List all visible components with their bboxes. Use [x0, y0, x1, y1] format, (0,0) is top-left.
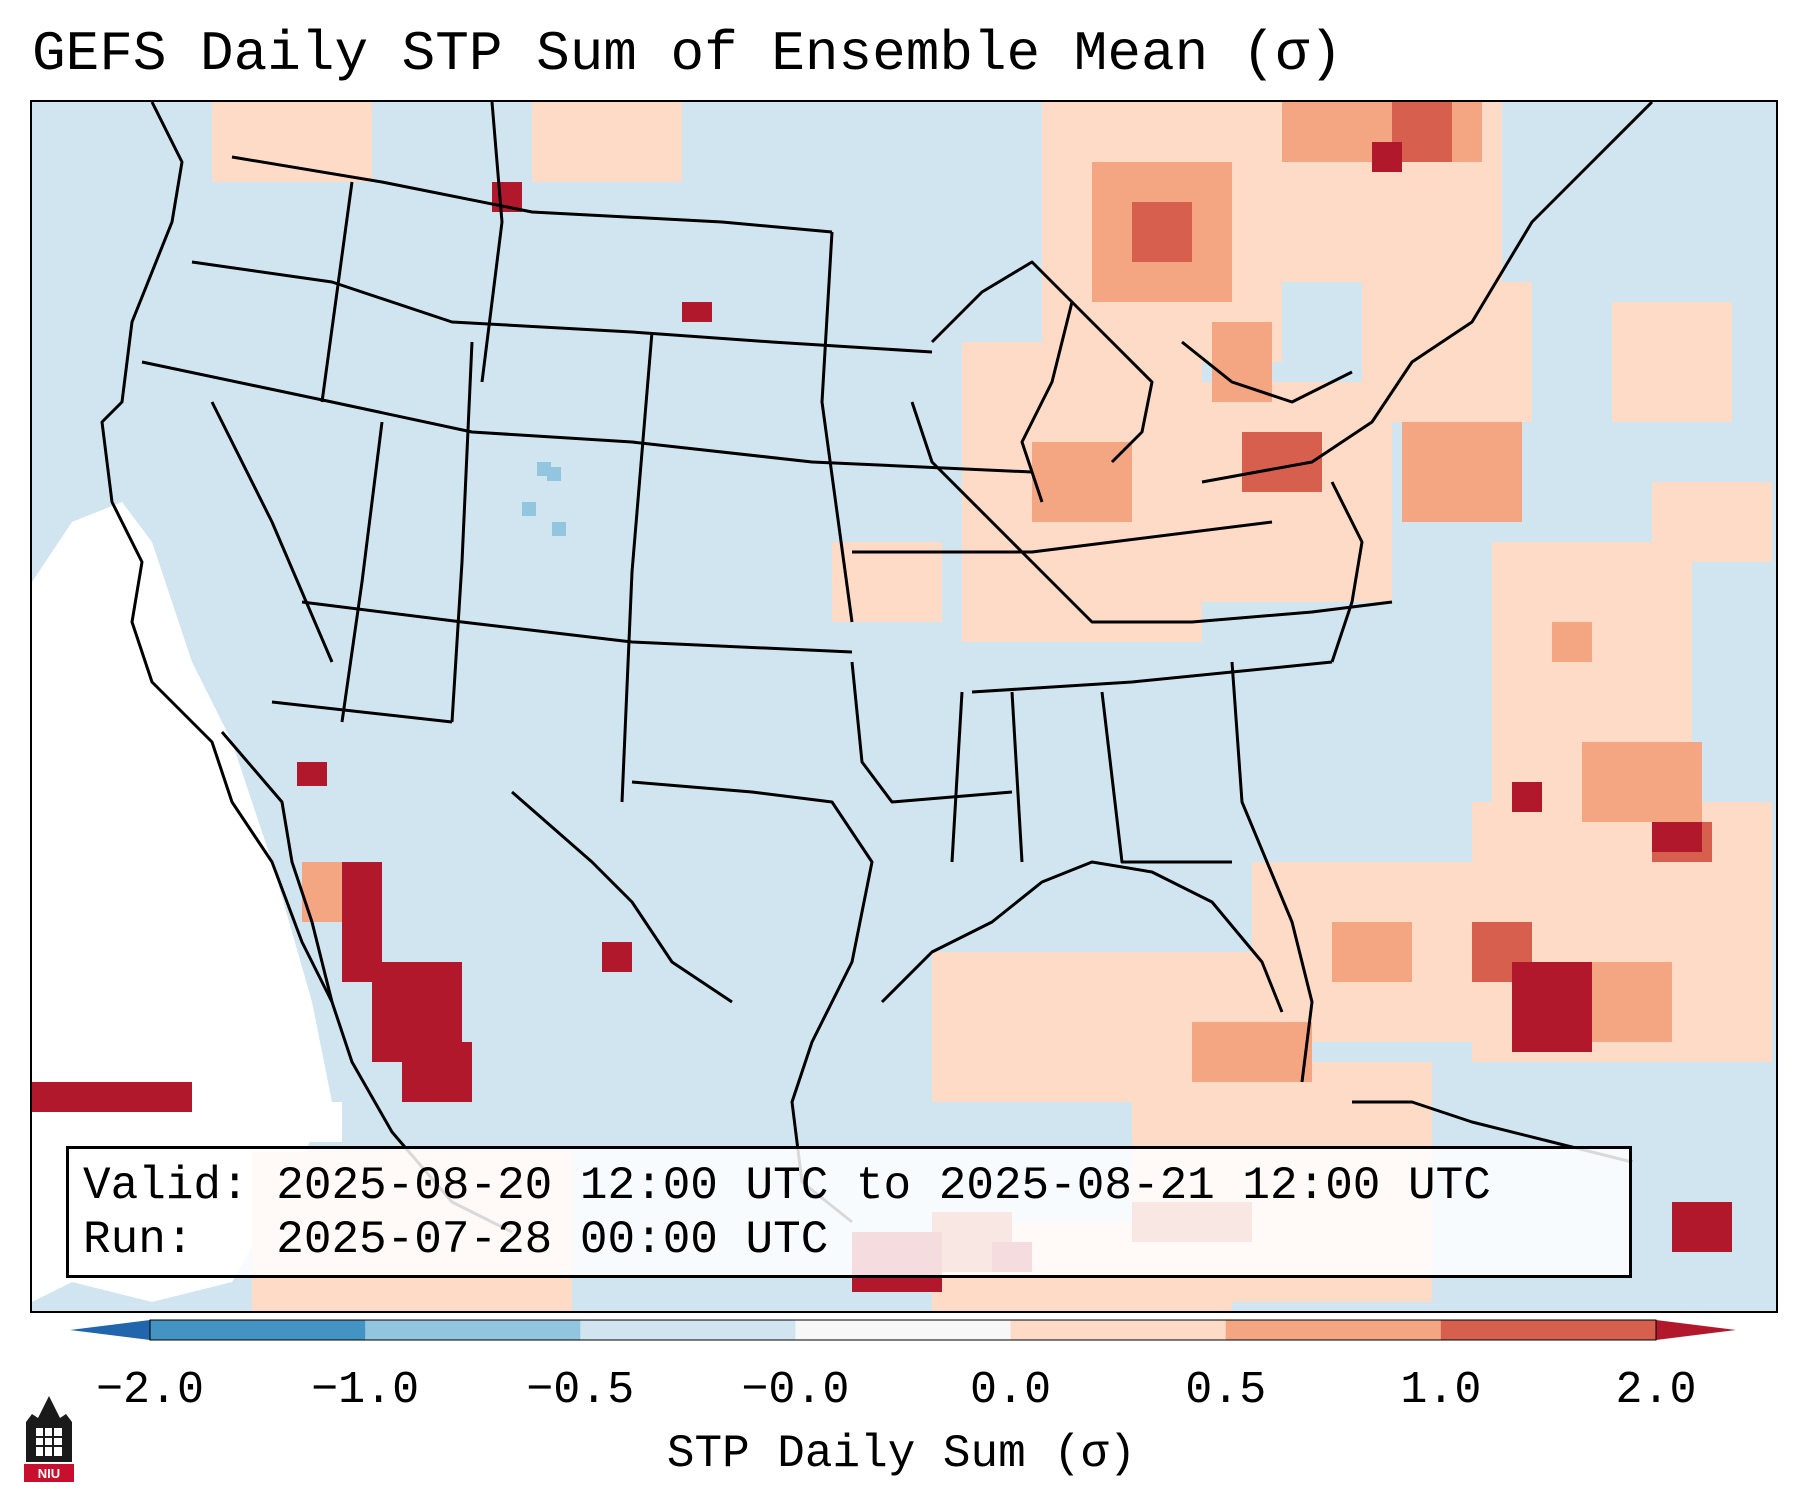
colorbar-tick-label: −0.5 — [526, 1365, 635, 1416]
colorbar-tick-label: 0.5 — [1185, 1365, 1267, 1416]
colorbar-bins — [150, 1320, 1657, 1340]
colorbar-bin — [150, 1320, 366, 1340]
colorbar-tick-label: −2.0 — [95, 1365, 205, 1416]
mid-positive-patches — [302, 102, 1702, 1082]
chart-title: GEFS Daily STP Sum of Ensemble Mean (σ) — [32, 22, 1343, 86]
colorbar-label: STP Daily Sum (σ) — [666, 1428, 1137, 1480]
colorbar-extend-high — [1656, 1320, 1736, 1340]
colorbar-bin — [795, 1320, 1012, 1340]
stp-map — [32, 102, 1772, 1311]
valid-time-text: Valid: 2025-08-20 12:00 UTC to 2025-08-2… — [83, 1160, 1491, 1212]
colorbar-tick-label: −0.0 — [741, 1365, 850, 1416]
colorbar-bin — [1225, 1320, 1442, 1340]
valid-info-box: Valid: 2025-08-20 12:00 UTC to 2025-08-2… — [66, 1146, 1632, 1278]
logo-text: NIU — [38, 1466, 60, 1481]
colorbar-extend-low — [70, 1320, 150, 1340]
colorbar-bin — [365, 1320, 581, 1340]
negative-cells — [522, 462, 566, 536]
map-panel — [30, 100, 1778, 1313]
niu-logo-icon: NIU — [24, 1396, 74, 1482]
run-time-text: Run: 2025-07-28 00:00 UTC — [83, 1214, 829, 1266]
colorbar-tick-label: 1.0 — [1400, 1365, 1482, 1416]
colorbar — [70, 1319, 1736, 1341]
colorbar-outline — [149, 1319, 1657, 1341]
colorbar-bin — [580, 1320, 796, 1340]
colorbar-bin — [1440, 1320, 1657, 1340]
colorbar-bin — [1010, 1320, 1227, 1340]
colorbar-tick-label: −1.0 — [311, 1365, 420, 1416]
colorbar-tick-label: 2.0 — [1615, 1365, 1697, 1416]
colorbar-tick-label: 0.0 — [970, 1365, 1052, 1416]
light-positive-patches — [212, 102, 1772, 1311]
coastline-and-borders — [100, 102, 1654, 1234]
